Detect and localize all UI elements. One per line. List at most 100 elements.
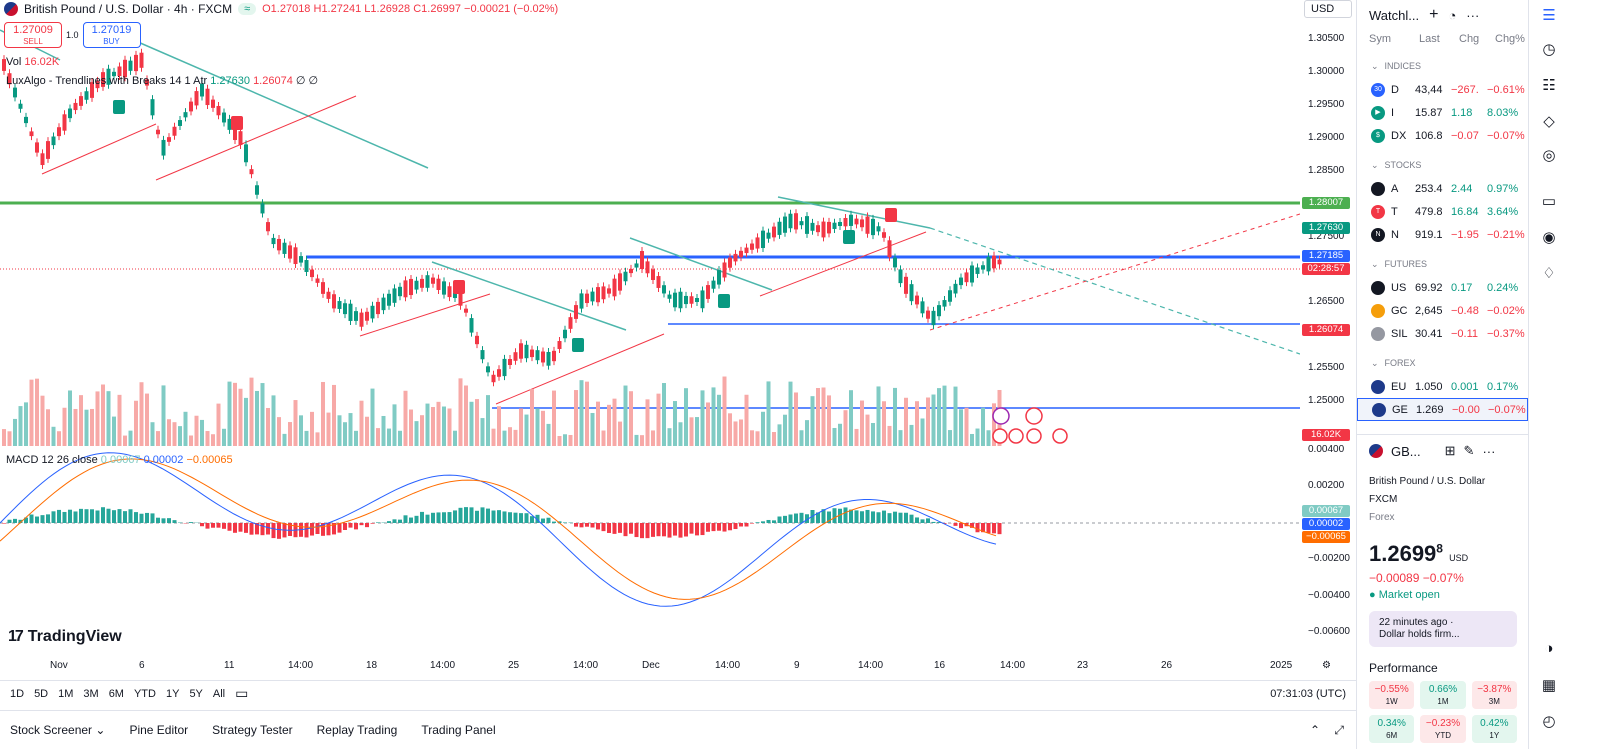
help-icon[interactable]: ◑: [1539, 640, 1559, 660]
tab-stock-screener[interactable]: Stock Screener ⌄: [10, 723, 105, 737]
volume-bar: [981, 408, 985, 446]
tab-pine-editor[interactable]: Pine Editor: [129, 723, 188, 737]
utc-clock[interactable]: 07:31:03 (UTC): [1270, 688, 1346, 700]
volume-bar: [860, 401, 864, 446]
trendline-indicator-legend[interactable]: LuxAlgo - Trendlines with Breaks 14 1 At…: [6, 74, 318, 87]
candle: [343, 303, 347, 314]
tab-trading-panel[interactable]: Trading Panel: [421, 723, 495, 737]
performance-cell[interactable]: 0.42%1Y: [1472, 715, 1517, 743]
range-1d[interactable]: 1D: [10, 688, 24, 700]
range-3m[interactable]: 3M: [83, 688, 98, 700]
market-status-pill[interactable]: ≈: [238, 3, 256, 15]
right-toolbar: ☰ ◷ ☷ ◇ ◎ ▭ ◉ ♢ ◑ ▦ ◴: [1528, 0, 1568, 749]
col-last[interactable]: Last: [1419, 33, 1459, 45]
layout-icon[interactable]: ⊞: [1445, 443, 1456, 459]
tab-strategy-tester[interactable]: Strategy Tester: [212, 723, 292, 737]
time-axis[interactable]: Nov 6 11 14:00 18 14:00 25 14:00 Dec 14:…: [0, 658, 1300, 674]
advanced-view-icon[interactable]: ◔: [1448, 8, 1456, 23]
layers-icon[interactable]: ◇: [1539, 112, 1559, 132]
detail-symbol[interactable]: GB...: [1391, 444, 1421, 459]
alerts-clock-icon[interactable]: ◷: [1539, 40, 1559, 60]
symbol-title[interactable]: British Pound / U.S. Dollar · 4h · FXCM: [24, 2, 232, 16]
tab-replay-trading[interactable]: Replay Trading: [317, 723, 398, 737]
row-chg: −0.00: [1452, 404, 1488, 416]
chart-area[interactable]: British Pound / U.S. Dollar · 4h · FXCM …: [0, 0, 1386, 690]
volume-bar: [910, 425, 914, 446]
maximize-panel-icon[interactable]: ⤢: [1334, 723, 1344, 738]
macd-legend[interactable]: MACD 12 26 close 0.00067 0.00002 −0.0006…: [6, 454, 233, 466]
collapse-panel-icon[interactable]: ⌃: [1310, 723, 1320, 737]
performance-cell[interactable]: −0.23%YTD: [1420, 715, 1465, 743]
macd-hist-bar: [899, 513, 903, 523]
range-all[interactable]: All: [213, 688, 225, 700]
range-1m[interactable]: 1M: [58, 688, 73, 700]
range-5d[interactable]: 5D: [34, 688, 48, 700]
notifications-icon[interactable]: ♢: [1539, 264, 1559, 284]
candle: [838, 222, 842, 226]
edit-icon[interactable]: ✎: [1464, 443, 1475, 459]
volume-legend[interactable]: Vol 16.02K: [6, 56, 59, 68]
range-5y[interactable]: 5Y: [189, 688, 202, 700]
range-6m[interactable]: 6M: [109, 688, 124, 700]
news-item[interactable]: 22 minutes ago · Dollar holds firm...: [1369, 611, 1517, 647]
range-ytd[interactable]: YTD: [134, 688, 156, 700]
watchlist-section[interactable]: ⌄FUTURES: [1357, 252, 1528, 276]
streams-icon[interactable]: ◉: [1539, 228, 1559, 248]
volume-bar: [486, 395, 490, 446]
macd-hist-bar: [750, 523, 754, 524]
macd-hist-bar: [398, 520, 402, 523]
performance-cell[interactable]: −0.55%1W: [1369, 681, 1414, 709]
performance-cell[interactable]: −3.87%3M: [1472, 681, 1517, 709]
volume-bar: [46, 409, 50, 446]
time-tick: 16: [934, 660, 945, 671]
col-chg[interactable]: Chg: [1459, 33, 1495, 45]
price-tick: 0.00200: [1308, 480, 1344, 491]
ideas-icon[interactable]: ◎: [1539, 146, 1559, 166]
quantity[interactable]: 1.0: [66, 30, 79, 40]
add-symbol-icon[interactable]: +: [1429, 6, 1438, 24]
performance-cell[interactable]: 0.34%6M: [1369, 715, 1414, 743]
watchlist-section[interactable]: ⌄INDICES: [1357, 54, 1528, 78]
watchlist-icon[interactable]: ☰: [1539, 6, 1559, 26]
range-1y[interactable]: 1Y: [166, 688, 179, 700]
watchlist-panel: Watchl... + ◔ ··· Sym Last Chg Chg% ⌄IND…: [1356, 0, 1528, 749]
price-chart[interactable]: [0, 0, 1300, 658]
tradingview-logo[interactable]: 17 TradingView: [8, 628, 122, 646]
volume-bar: [338, 415, 342, 446]
detail-name[interactable]: British Pound / U.S. Dollar: [1369, 473, 1517, 491]
watchlist-title[interactable]: Watchl...: [1369, 8, 1419, 23]
settings-gear-icon[interactable]: ⚙: [1322, 660, 1331, 671]
volume-bar: [475, 399, 479, 446]
date-range-calendar-icon[interactable]: ▭: [235, 685, 248, 702]
speed-icon[interactable]: ◴: [1539, 712, 1559, 732]
watchlist-section[interactable]: ⌄STOCKS: [1357, 153, 1528, 177]
candle: [19, 104, 23, 109]
chat-icon[interactable]: ▭: [1539, 192, 1559, 212]
more-options-icon[interactable]: ···: [1466, 8, 1479, 23]
row-last: 1.269: [1416, 404, 1452, 416]
watchlist-section[interactable]: ⌄FOREX: [1357, 351, 1528, 375]
macd-hist-bar: [794, 514, 798, 523]
macd-line-tag: 0.00002: [1302, 518, 1350, 530]
detail-more-icon[interactable]: ···: [1482, 444, 1495, 459]
calendar-icon[interactable]: ▦: [1539, 676, 1559, 696]
performance-cell[interactable]: 0.66%1M: [1420, 681, 1465, 709]
col-sym[interactable]: Sym: [1369, 33, 1419, 45]
calendar-list-icon[interactable]: ☷: [1539, 76, 1559, 96]
symbol-logo-icon: ▶: [1371, 106, 1385, 120]
time-tick: 6: [139, 660, 145, 671]
price-axis[interactable]: 1.30500 1.30000 1.29500 1.29000 1.28500 …: [1300, 0, 1356, 660]
